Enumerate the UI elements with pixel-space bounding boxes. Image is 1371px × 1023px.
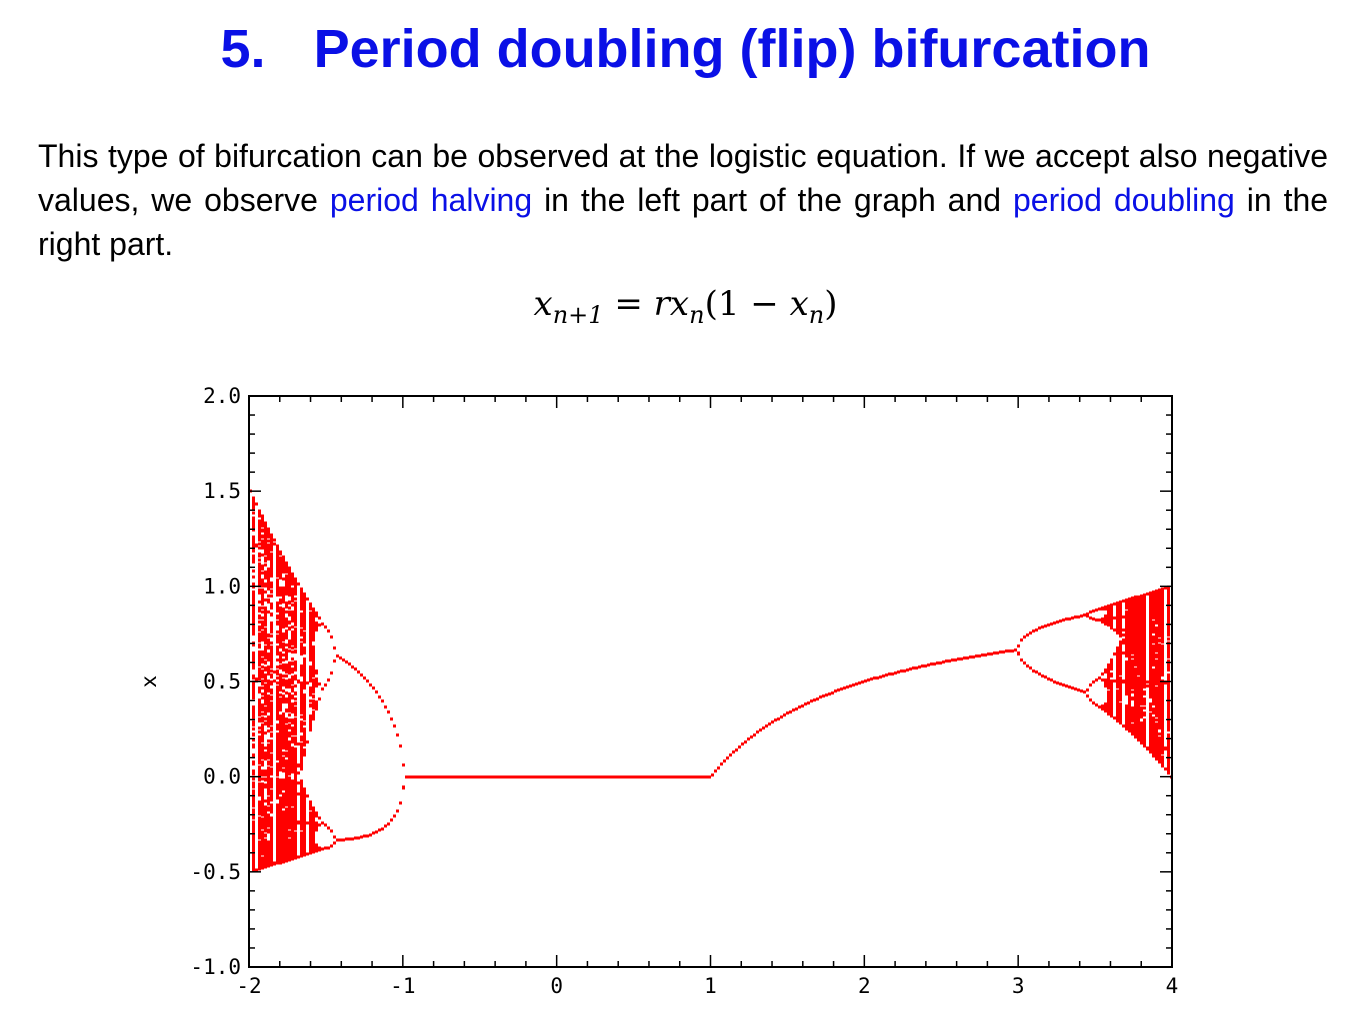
bifurcation-chart: -2 -1 0 1 2 3 4 2.0 1.5 1.0 0.5 0.0 -0.5 -1.0 x — [137, 384, 1178, 998]
y-tick-label: 2.0 — [203, 384, 241, 408]
slide-title: 5. Period doubling (flip) bifurcation — [0, 18, 1371, 80]
x-tick-label: 3 — [1012, 974, 1025, 998]
y-tick-label: -0.5 — [190, 860, 241, 884]
plot-frame — [248, 395, 1173, 968]
title-number: 5. — [220, 19, 266, 79]
x-tick-label: 2 — [858, 974, 871, 998]
y-tick-label: 0.0 — [203, 765, 241, 789]
paragraph-part-2: in the left part of the graph and — [532, 182, 1013, 218]
eq-lhs-sub: n+1 — [552, 300, 604, 329]
axis-ticks — [248, 395, 1173, 968]
paragraph-part-3: in the right part. — [38, 182, 1329, 262]
eq-rhs-close: ) — [824, 284, 838, 324]
title-text: Period doubling (flip) bifurcation — [313, 19, 1151, 79]
x-tick-label: 1 — [704, 974, 717, 998]
eq-lhs-var: x — [533, 284, 553, 324]
paragraph-part-1: This type of bifurcation can be observed… — [38, 138, 1328, 218]
attractor-points — [249, 489, 1173, 873]
period-doubling-link[interactable]: period doubling — [1012, 182, 1235, 218]
y-tick-label: 1.0 — [203, 574, 241, 598]
eq-rhs-open: (1 − — [704, 284, 790, 324]
bifurcation-points — [249, 489, 1173, 873]
axis-tick-labels: -2 -1 0 1 2 3 4 2.0 1.5 1.0 0.5 0.0 -0.5 -1.0 — [190, 384, 1178, 998]
period-halving-link[interactable]: period halving — [329, 182, 533, 218]
description-paragraph: This type of bifurcation can be observed… — [38, 134, 1328, 266]
eq-rhs-sub2: n — [808, 300, 825, 329]
y-tick-label: -1.0 — [190, 955, 241, 979]
x-tick-label: 0 — [550, 974, 563, 998]
y-axis-label: x — [137, 675, 161, 688]
eq-rhs-r: r — [653, 284, 670, 324]
x-tick-label: 4 — [1166, 974, 1179, 998]
eq-equals: = — [603, 284, 654, 324]
y-tick-label: 0.5 — [203, 670, 241, 694]
logistic-equation: xn+1 = rxn(1 − xn) — [0, 284, 1371, 329]
y-tick-label: 1.5 — [203, 479, 241, 503]
x-tick-label: -1 — [390, 974, 415, 998]
x-tick-label: -2 — [236, 974, 261, 998]
eq-rhs-x: x — [669, 284, 690, 324]
eq-rhs-x2: x — [789, 284, 809, 324]
eq-rhs-sub: n — [689, 300, 705, 329]
